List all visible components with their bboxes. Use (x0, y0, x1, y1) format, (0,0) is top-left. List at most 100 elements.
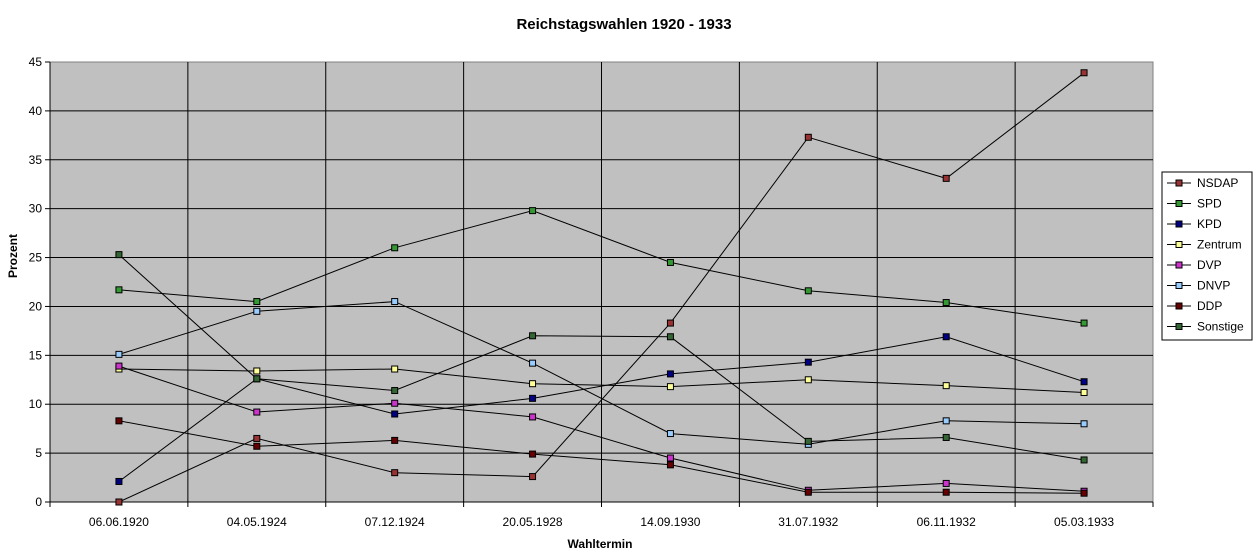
data-point-zentrum (253, 367, 261, 375)
data-point-nsdap (529, 473, 537, 481)
data-point-spd (942, 299, 950, 307)
data-point-dnvp (529, 359, 537, 367)
legend-label: DDP (1197, 299, 1222, 313)
data-point-sonstige (942, 433, 950, 441)
data-point-kpd (391, 410, 399, 418)
data-point-ddp (253, 442, 261, 450)
data-point-kpd (942, 333, 950, 341)
legend-marker (1175, 220, 1183, 228)
data-point-spd (391, 244, 399, 252)
data-point-kpd (666, 370, 674, 378)
data-point-ddp (115, 417, 123, 425)
x-axis: 06.06.1920 04.05.1924 07.12.1924 20.05.1928… (49, 501, 1154, 529)
series-line-dvp (118, 365, 1085, 492)
data-point-ddp (391, 436, 399, 444)
series-line-ddp (118, 420, 1085, 494)
data-point-spd (804, 287, 812, 295)
x-tick-label: 20.05.1928 (503, 515, 563, 529)
legend-label: DNVP (1197, 279, 1230, 293)
series-line-dnvp (118, 301, 1085, 445)
data-point-nsdap (391, 469, 399, 477)
series-markers (115, 69, 1088, 506)
data-point-zentrum (942, 382, 950, 390)
data-point-nsdap (804, 133, 812, 141)
series-line-zentrum (118, 368, 1085, 393)
legend-marker (1175, 241, 1183, 248)
x-tick-label: 06.06.1920 (89, 515, 149, 529)
data-point-zentrum (804, 376, 812, 384)
data-point-spd (529, 207, 537, 215)
data-point-nsdap (253, 434, 261, 442)
data-point-dnvp (391, 298, 399, 306)
legend-label: Sonstige (1197, 320, 1244, 334)
data-point-nsdap (942, 174, 950, 182)
legend-marker (1175, 261, 1183, 269)
y-axis-title: Prozent (6, 234, 20, 278)
data-point-dvp (115, 362, 123, 370)
legend-marker (1175, 323, 1183, 330)
data-point-sonstige (804, 437, 812, 445)
y-axis: 0 5 10 15 20 25 30 35 40 45 (29, 55, 51, 509)
data-point-sonstige (253, 375, 261, 383)
y-tick-label: 0 (35, 495, 42, 509)
y-tick-label: 5 (35, 446, 42, 460)
data-point-ddp (942, 488, 950, 496)
data-point-zentrum (529, 380, 537, 388)
data-point-ddp (804, 488, 812, 496)
data-point-zentrum (666, 383, 674, 391)
legend-label: SPD (1197, 197, 1222, 211)
x-tick-label: 06.11.1932 (917, 515, 976, 529)
y-tick-label: 35 (29, 153, 43, 167)
data-point-zentrum (391, 365, 399, 373)
data-point-dvp (253, 408, 261, 416)
data-point-dnvp (666, 430, 674, 438)
x-tick-label: 04.05.1924 (227, 515, 287, 529)
data-point-dvp (666, 454, 674, 462)
y-tick-label: 45 (29, 55, 43, 69)
data-point-kpd (115, 477, 123, 485)
data-point-dvp (942, 479, 950, 487)
y-tick-label: 30 (29, 202, 43, 216)
data-point-spd (1080, 319, 1088, 327)
data-point-kpd (529, 394, 537, 402)
legend-marker (1175, 302, 1183, 310)
legend-marker (1175, 200, 1183, 207)
data-point-sonstige (529, 332, 537, 340)
data-point-sonstige (666, 333, 674, 341)
data-point-spd (666, 258, 674, 266)
data-point-sonstige (115, 251, 123, 259)
data-point-zentrum (1080, 388, 1088, 396)
data-point-dnvp (115, 350, 123, 358)
legend: NSDAP SPD KPD Zentrum DVP DNVP DDP Sonstige (1161, 171, 1253, 341)
data-point-dnvp (253, 307, 261, 315)
data-point-dnvp (1080, 420, 1088, 428)
x-tick-label: 07.12.1924 (365, 515, 425, 529)
legend-label: NSDAP (1197, 176, 1238, 190)
y-tick-label: 40 (29, 104, 43, 118)
data-point-ddp (666, 461, 674, 469)
legend-marker (1175, 179, 1183, 187)
y-tick-label: 20 (29, 299, 43, 313)
legend-label: Zentrum (1197, 238, 1242, 252)
data-point-sonstige (1080, 456, 1088, 464)
y-tick-label: 15 (29, 348, 43, 362)
y-tick-label: 25 (29, 251, 43, 265)
series-line-nsdap (118, 72, 1085, 503)
data-point-dvp (529, 413, 537, 421)
x-tick-label: 31.07.1932 (778, 515, 838, 529)
x-tick-label: 05.03.1933 (1054, 515, 1114, 529)
series-line-spd (118, 210, 1085, 324)
data-point-nsdap (115, 498, 123, 506)
data-point-ddp (529, 450, 537, 458)
data-point-kpd (804, 358, 812, 366)
legend-label: KPD (1197, 217, 1222, 231)
chart-title: Reichstagswahlen 1920 - 1933 (516, 16, 731, 33)
data-point-dnvp (942, 417, 950, 425)
series-lines (118, 72, 1085, 503)
series-line-sonstige (118, 254, 1085, 461)
y-tick-label: 10 (29, 397, 43, 411)
data-point-nsdap (666, 319, 674, 327)
data-point-dvp (391, 399, 399, 407)
data-point-nsdap (1080, 69, 1088, 77)
